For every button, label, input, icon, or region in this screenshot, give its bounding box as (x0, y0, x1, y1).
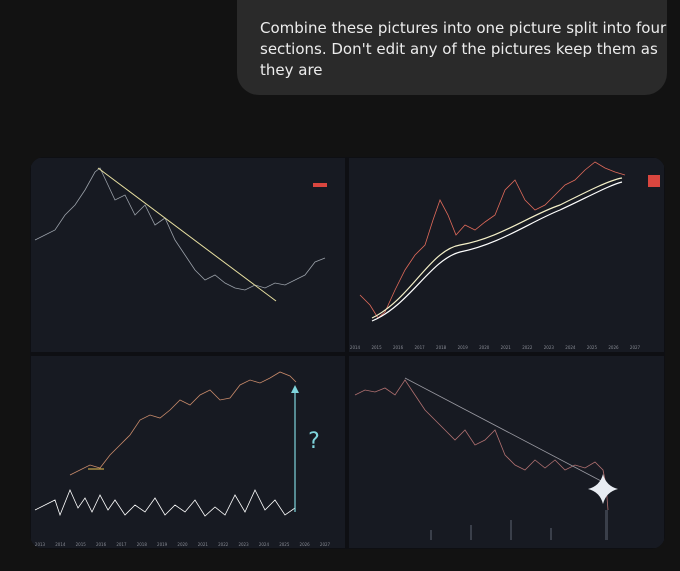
x-tick-label: 2027 (320, 542, 331, 547)
x-tick-label: 2018 (436, 345, 447, 350)
volume-bars (430, 510, 608, 540)
price-line (354, 379, 609, 511)
price-line (34, 167, 326, 291)
x-tick-label: 2025 (279, 542, 290, 547)
arrow-head (291, 385, 299, 393)
panel-top-right (349, 158, 664, 352)
message-line: they are (260, 61, 323, 79)
panel-top-left (31, 158, 345, 352)
x-tick-label: 2024 (259, 542, 270, 547)
indicator-line (34, 488, 296, 517)
x-tick-label: 2022 (218, 542, 229, 547)
message-line: sections. Don't edit any of the pictures… (260, 40, 658, 58)
x-tick-label: 2025 (587, 345, 598, 350)
x-tick-label: 2023 (544, 345, 555, 350)
x-axis: 2013 2014 2015 2016 2017 2018 2019 2020 2021 2022… (35, 542, 331, 547)
x-tick-label: 2017 (116, 542, 127, 547)
x-tick-label: 2016 (393, 345, 404, 350)
x-tick-label: 2013 (35, 542, 46, 547)
price-tag (313, 183, 327, 187)
x-tick-label: 2015 (371, 345, 382, 350)
x-tick-label: 2020 (479, 345, 490, 350)
trend-line (97, 167, 277, 302)
x-tick-label: 2016 (96, 542, 107, 547)
x-tick-label: 2026 (608, 345, 619, 350)
panel-bottom-right (349, 356, 664, 548)
x-axis: 2014 2015 2016 2017 2018 2019 2020 2021 2022 2023… (350, 345, 641, 350)
annotation: ? (308, 429, 320, 454)
x-tick-label: 2021 (198, 542, 209, 547)
x-tick-label: 2023 (238, 542, 249, 547)
x-tick-label: 2019 (157, 542, 168, 547)
x-tick-label: 2027 (630, 345, 641, 350)
panel-bottom-left (31, 356, 345, 548)
x-tick-label: 2014 (55, 542, 66, 547)
price-line (359, 161, 626, 319)
price-line (69, 371, 297, 476)
x-tick-label: 2024 (565, 345, 576, 350)
trend-line (404, 377, 604, 483)
x-tick-label: 2021 (501, 345, 512, 350)
x-tick-label: 2014 (350, 345, 361, 350)
x-tick-label: 2019 (458, 345, 469, 350)
x-tick-label: 2022 (522, 345, 533, 350)
x-tick-label: 2017 (415, 345, 426, 350)
price-tag (648, 175, 660, 187)
x-tick-label: 2015 (76, 542, 87, 547)
x-tick-label: 2020 (177, 542, 188, 547)
average-line (371, 177, 623, 319)
sparkle (588, 474, 618, 504)
average-line (371, 181, 623, 322)
x-tick-label: 2018 (137, 542, 148, 547)
image-body: ? (30, 157, 665, 549)
x-tick-label: 2026 (300, 542, 311, 547)
user-message: Combine these pictures into one picture … (237, 0, 667, 95)
message-line: Combine these pictures into one picture … (260, 19, 667, 37)
